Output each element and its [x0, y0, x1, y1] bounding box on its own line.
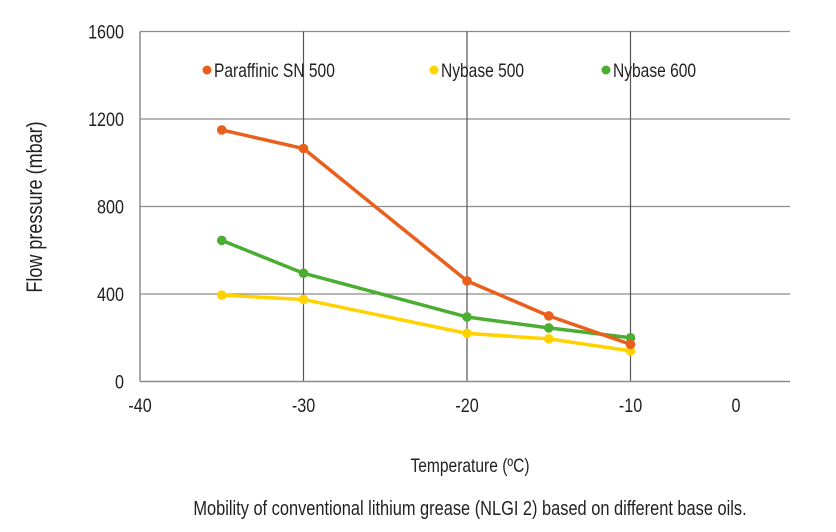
x-tick-labels: -40 -30 -20 -10 0	[128, 395, 740, 417]
data-point	[462, 312, 472, 322]
data-point	[625, 346, 636, 356]
data-point	[298, 143, 309, 154]
data-point	[543, 323, 554, 333]
x-axis-label: Temperature (ºC)	[410, 455, 529, 477]
data-point	[543, 311, 554, 321]
legend-marker	[429, 65, 439, 75]
x-tick-label: 0	[732, 395, 741, 417]
data-point	[462, 328, 472, 339]
data-point	[462, 276, 472, 286]
legend: Paraffinic SN 500 Nybase 500 Nybase 600	[202, 60, 696, 82]
legend-marker	[202, 65, 212, 75]
data-point	[298, 294, 309, 305]
legend-label: Paraffinic SN 500	[214, 60, 335, 82]
y-tick-label: 0	[115, 371, 124, 393]
series-lines	[216, 125, 636, 356]
series-line-paraffinic-sn-500	[221, 128, 632, 346]
x-tick-label: -40	[128, 395, 152, 417]
grid	[140, 30, 790, 382]
y-axis-label: Flow pressure (mbar)	[23, 121, 47, 292]
y-tick-label: 400	[97, 284, 124, 306]
x-tick-label: -20	[455, 395, 479, 417]
x-tick-label: -10	[619, 395, 643, 417]
legend-label: Nybase 600	[613, 60, 696, 82]
y-tick-label: 1200	[88, 109, 124, 131]
data-point	[216, 125, 227, 135]
data-point	[543, 334, 554, 344]
x-tick-label: -30	[292, 395, 316, 417]
data-point	[298, 268, 309, 279]
data-point	[625, 339, 636, 350]
chart-caption: Mobility of conventional lithium grease …	[193, 496, 746, 519]
legend-marker	[601, 65, 611, 75]
y-tick-label: 800	[97, 196, 124, 218]
legend-label: Nybase 500	[441, 60, 524, 82]
data-point	[625, 332, 636, 343]
y-tick-labels: 0 400 800 1200 1600	[88, 21, 124, 393]
data-point	[216, 235, 227, 246]
axes	[139, 31, 790, 383]
y-tick-label: 1600	[88, 21, 124, 43]
data-point	[216, 290, 227, 300]
